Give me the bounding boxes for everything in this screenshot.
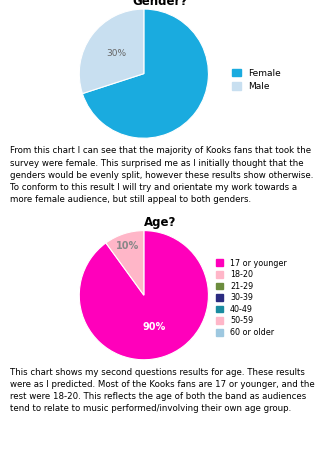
Legend: 17 or younger, 18-20, 21-29, 30-39, 40-49, 50-59, 60 or older: 17 or younger, 18-20, 21-29, 30-39, 40-4… bbox=[216, 259, 287, 337]
Wedge shape bbox=[106, 231, 144, 295]
Text: 90%: 90% bbox=[143, 322, 166, 332]
Text: 30%: 30% bbox=[107, 49, 127, 58]
Legend: Female, Male: Female, Male bbox=[232, 69, 281, 92]
Text: 10%: 10% bbox=[116, 241, 140, 251]
Text: From this chart I can see that the majority of Kooks fans that took the survey w: From this chart I can see that the major… bbox=[10, 146, 313, 204]
Title: Age?: Age? bbox=[144, 217, 176, 229]
Wedge shape bbox=[79, 9, 144, 94]
Title: Gender?: Gender? bbox=[132, 0, 188, 8]
Wedge shape bbox=[83, 9, 208, 138]
Text: This chart shows my second questions results for age. These results were as I pr: This chart shows my second questions res… bbox=[10, 368, 314, 414]
Wedge shape bbox=[79, 231, 208, 360]
